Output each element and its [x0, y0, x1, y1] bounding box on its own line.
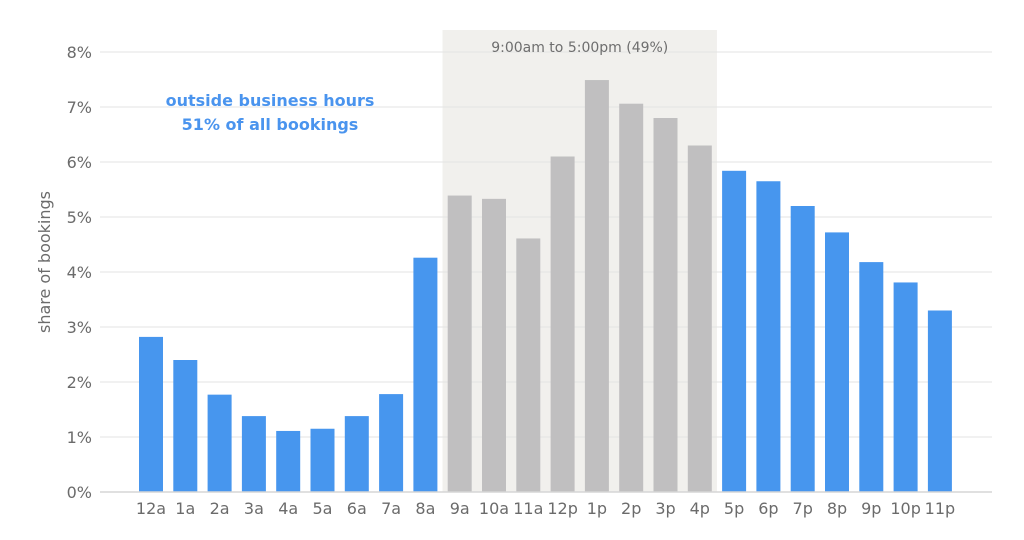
bar-9p: [859, 262, 884, 492]
bar-8a: [413, 257, 438, 492]
x-tick-label-3a: 3a: [244, 499, 264, 518]
bar-7a: [379, 394, 404, 492]
bar-7p: [790, 206, 815, 492]
bar-9a: [447, 195, 472, 493]
bar-10p: [893, 282, 918, 492]
bar-8p: [825, 232, 849, 492]
x-tick-label-2p: 2p: [621, 499, 641, 518]
bar-10a: [482, 198, 506, 492]
annotation-line-1: outside business hours: [166, 91, 375, 110]
x-tick-label-8a: 8a: [415, 499, 435, 518]
business-hours-label: 9:00am to 5:00pm (49%): [491, 40, 668, 56]
bar-4p: [687, 145, 712, 492]
bar-4a: [276, 430, 301, 492]
x-tick-label-7a: 7a: [381, 499, 401, 518]
bar-12p: [550, 156, 575, 492]
x-tick-label-10a: 10a: [479, 499, 509, 518]
bar-11a: [516, 238, 541, 492]
x-tick-label-1a: 1a: [175, 499, 195, 518]
bar-2p: [619, 103, 644, 492]
y-tick-label: 7%: [67, 98, 92, 117]
x-tick-label-7p: 7p: [793, 499, 813, 518]
x-tick-label-6p: 6p: [758, 499, 778, 518]
x-tick-label-5p: 5p: [724, 499, 744, 518]
bar-12a: [139, 336, 163, 492]
bar-1p: [584, 80, 609, 493]
x-tick-label-12p: 12p: [547, 499, 578, 518]
y-tick-label: 0%: [67, 483, 92, 502]
x-tick-label-6a: 6a: [347, 499, 367, 518]
y-axis-label: share of bookings: [35, 191, 54, 333]
bar-6p: [756, 181, 781, 492]
y-tick-label: 5%: [67, 208, 92, 227]
x-tick-label-10p: 10p: [890, 499, 921, 518]
x-tick-label-9a: 9a: [450, 499, 470, 518]
bar-3p: [653, 118, 678, 492]
y-tick-label: 2%: [67, 373, 92, 392]
y-tick-label: 4%: [67, 263, 92, 282]
y-tick-label: 6%: [67, 153, 92, 172]
x-tick-label-2a: 2a: [210, 499, 230, 518]
y-tick-labels: 0% 1% 2% 3% 4% 5% 6% 7% 8%: [67, 43, 92, 502]
y-tick-label: 8%: [67, 43, 92, 62]
x-tick-label-11p: 11p: [925, 499, 956, 518]
bar-1a: [173, 360, 198, 492]
x-tick-label-12a: 12a: [136, 499, 166, 518]
y-tick-label: 1%: [67, 428, 92, 447]
x-tick-label-4a: 4a: [278, 499, 298, 518]
x-tick-label-1p: 1p: [587, 499, 607, 518]
x-tick-labels: 12a 1a 2a 3a 4a 5a 6a 7a 8a 9a 10a 11a 12p 1p 2p 3p 4p 5p…: [136, 499, 955, 518]
bar-11p: [927, 310, 952, 492]
bar-6a: [344, 416, 369, 492]
x-tick-label-4p: 4p: [690, 499, 710, 518]
bar-3a: [241, 416, 266, 492]
x-tick-label-5a: 5a: [313, 499, 333, 518]
bar-2a: [207, 394, 232, 492]
x-tick-label-8p: 8p: [827, 499, 847, 518]
annotation-line-2: 51% of all bookings: [182, 115, 359, 134]
bar-5a: [310, 428, 335, 492]
x-tick-label-9p: 9p: [861, 499, 881, 518]
bar-5p: [722, 170, 747, 493]
x-tick-label-3p: 3p: [655, 499, 675, 518]
x-tick-label-11a: 11a: [513, 499, 543, 518]
y-tick-label: 3%: [67, 318, 92, 337]
bars: [139, 80, 952, 493]
